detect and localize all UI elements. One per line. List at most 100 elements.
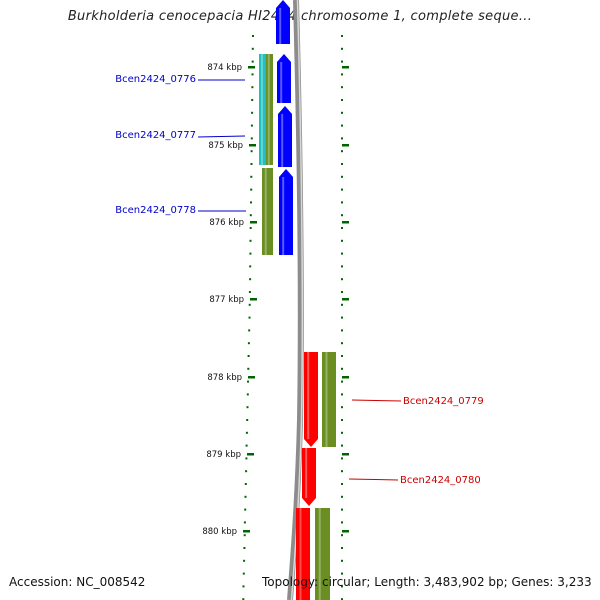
ruler-dot xyxy=(248,329,251,332)
ruler-dot xyxy=(341,163,343,165)
ruler-dot xyxy=(243,559,246,562)
ruler-dot xyxy=(341,444,343,447)
ruler-dot xyxy=(247,355,250,357)
ruler-dot xyxy=(341,124,343,127)
ruler-dot xyxy=(244,495,247,498)
scale-tick-right xyxy=(342,376,349,379)
scale-label: 876 kbp xyxy=(209,218,244,228)
cds-block[interactable] xyxy=(296,508,310,600)
ruler-dot xyxy=(341,521,343,524)
scale-tick xyxy=(248,66,255,69)
feature-label[interactable]: Bcen2424_0777 xyxy=(115,130,196,141)
ruler-dot xyxy=(341,35,343,37)
scale-label: 880 kbp xyxy=(202,527,237,537)
ruler-dot xyxy=(341,99,343,101)
feature-shade xyxy=(325,352,328,447)
ruler-dot xyxy=(341,457,343,460)
ruler-dot xyxy=(341,60,343,63)
ruler-dot xyxy=(341,214,343,217)
feature-shade xyxy=(267,54,270,165)
topology-text: Topology: circular; Length: 3,483,902 bp… xyxy=(262,575,592,589)
gene-block[interactable] xyxy=(322,352,336,447)
ruler-dot xyxy=(341,252,343,255)
scale-label: 874 kbp xyxy=(207,63,242,73)
cds-block[interactable] xyxy=(279,169,293,255)
ruler-dot xyxy=(243,521,246,524)
ruler-dot xyxy=(250,201,252,204)
ruler-dot xyxy=(341,188,343,191)
ruler-dot xyxy=(341,419,343,421)
ruler-dot xyxy=(251,99,254,101)
ruler-dot xyxy=(246,419,249,421)
scale-tick-right xyxy=(342,530,349,533)
chromosome-backbone xyxy=(287,0,304,600)
ruler-dot xyxy=(341,393,343,396)
feature-shade xyxy=(318,508,321,600)
gene-block[interactable] xyxy=(262,168,273,255)
ruler-dot xyxy=(244,508,247,511)
scale-label: 877 kbp xyxy=(209,295,244,305)
ruler-dot xyxy=(251,60,254,63)
ruler-dot xyxy=(245,470,248,473)
ruler-dot xyxy=(250,150,253,153)
cds-block[interactable] xyxy=(276,0,290,44)
feature-label[interactable]: Bcen2424_0779 xyxy=(403,396,484,407)
ruler-dot xyxy=(341,86,343,89)
scale-tick-right xyxy=(342,144,349,147)
cds-block[interactable] xyxy=(277,54,291,103)
cds-block[interactable] xyxy=(304,352,318,447)
scale-tick xyxy=(247,453,254,456)
ruler-dot xyxy=(341,431,343,434)
ruler-dot xyxy=(341,547,343,549)
ruler-dot xyxy=(251,73,254,76)
ruler-dot xyxy=(341,572,343,575)
ruler-dot xyxy=(341,470,343,473)
ruler-dot xyxy=(341,227,343,229)
ruler-dot xyxy=(341,342,343,345)
ruler-dot xyxy=(341,355,343,357)
feature-label[interactable]: Bcen2424_0780 xyxy=(400,475,481,486)
label-leader-line xyxy=(348,478,399,481)
ruler-dot xyxy=(341,278,343,281)
scale-tick-right xyxy=(342,298,349,301)
ruler-dot xyxy=(341,239,343,242)
ruler-dot xyxy=(242,585,245,588)
ruler-dot xyxy=(341,111,343,114)
ruler-dot xyxy=(341,406,343,409)
scale-tick xyxy=(249,144,256,147)
gene-block[interactable] xyxy=(315,508,330,600)
scale-tick xyxy=(248,376,255,379)
ruler-dot xyxy=(249,239,252,242)
ruler-dot xyxy=(242,572,245,575)
feature-layer xyxy=(259,0,336,600)
cds-block[interactable] xyxy=(278,106,292,167)
ruler-dot xyxy=(341,585,343,588)
cds-block[interactable] xyxy=(302,448,316,506)
ruler-dot xyxy=(341,47,343,50)
ruler-dot xyxy=(245,444,248,447)
ruler-dot xyxy=(341,316,343,319)
ruler-dot xyxy=(341,483,343,485)
scale-label: 875 kbp xyxy=(208,141,243,151)
ruler-dot xyxy=(341,137,343,140)
ruler-dot xyxy=(250,124,253,127)
scale-tick-right xyxy=(342,453,349,456)
gene-block[interactable] xyxy=(266,54,273,165)
feature-label[interactable]: Bcen2424_0778 xyxy=(115,205,196,216)
ruler-dot xyxy=(250,188,253,191)
feature-shade xyxy=(264,168,267,255)
ruler-dot xyxy=(249,265,252,268)
ruler-dot xyxy=(341,291,343,293)
ruler-dot xyxy=(249,278,252,281)
ruler-dot xyxy=(248,316,251,319)
ruler-dot xyxy=(341,265,343,268)
cds-alt-block[interactable] xyxy=(259,54,267,165)
ruler-dot xyxy=(341,495,343,498)
ruler-dot xyxy=(251,86,254,89)
ruler-dot xyxy=(246,393,249,396)
feature-label[interactable]: Bcen2424_0776 xyxy=(115,74,196,85)
ruler-dot xyxy=(247,380,249,383)
ruler-dot xyxy=(250,163,253,165)
